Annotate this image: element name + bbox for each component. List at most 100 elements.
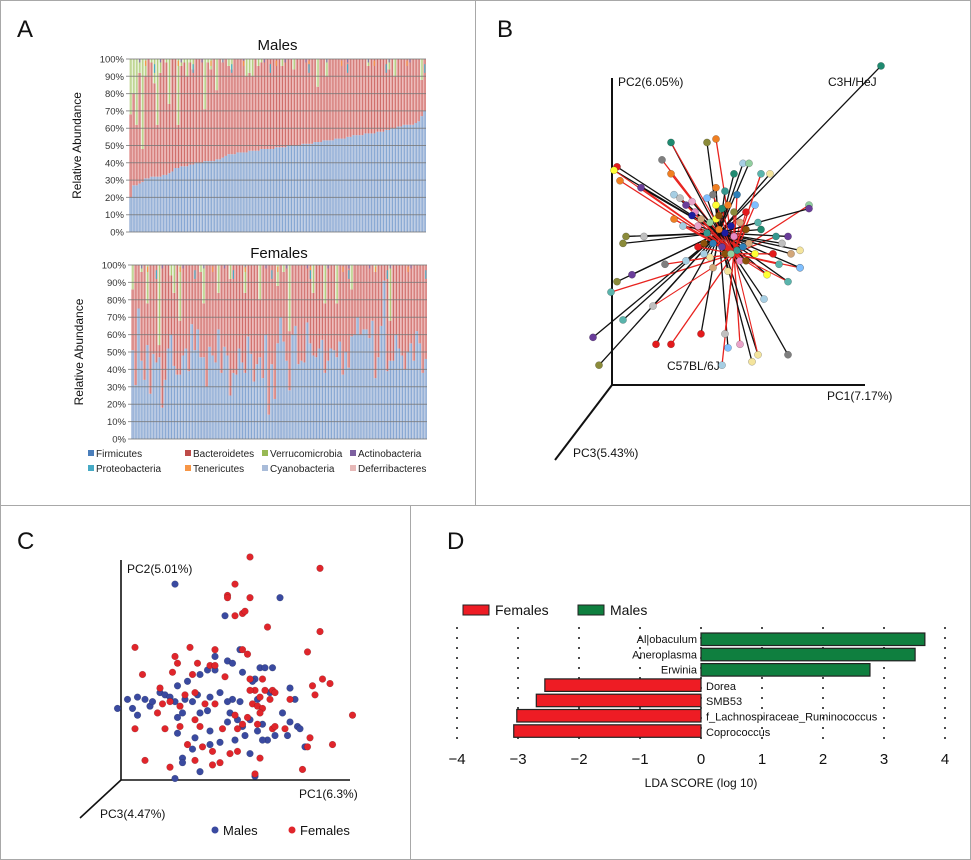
female-point [241,607,249,615]
bar-segment-bacteroidetes [320,265,324,340]
bar-dorea [544,678,702,693]
bar-segment-actinobacteria [368,265,371,269]
y-tick-label: 50% [107,348,127,359]
bar-segment-firmicutes-shade [289,390,291,439]
male-point [196,768,204,776]
female-point [256,693,264,701]
male-point [113,704,122,713]
spoke-line-red [733,211,747,254]
female-point [238,646,247,654]
sample-point [751,249,759,258]
bar-segment-bacteroidetes [302,265,306,363]
bar-segment-bacteroidetes-shade [237,59,239,153]
bar-segment-verrucomicrobia-shade [246,59,248,77]
bar-segment-bacteroidetes-shade [400,59,402,127]
sample-point [787,249,795,258]
male-point [286,684,294,692]
bar-segment-bacteroidetes-shade [356,59,358,136]
bar-segment-firmicutes-shade [268,414,270,439]
bar-segment-verrucomicrobia-shade [207,59,209,63]
bar-segment-firmicutes-shade [222,157,224,232]
bar-segment-bacteroidetes-shade [160,72,162,177]
bar-segment-bacteroidetes-shade [216,90,218,160]
bar-segment-firmicutes [361,329,365,439]
spoke-line-red [733,253,789,283]
bar-segment-bacteroidetes-shade [321,265,323,340]
bar-segment-firmicutes [351,135,355,232]
bar-segment-firmicutes-shade [345,352,347,439]
bar-segment-firmicutes-shade [150,393,152,439]
bar-segment-firmicutes-shade [344,138,346,232]
bar-segment-firmicutes-shade [256,364,258,439]
bar-segment-bacteroidetes-shade [207,62,209,162]
bar-segment-bacteroidetes-shade [225,59,227,156]
spoke-line-red [640,187,735,255]
bar-segment-bacteroidetes-shade [372,265,374,321]
bar-segment-bacteroidetes-shade [172,59,174,172]
male-point [231,736,239,744]
bar-segment-firmicutes [279,317,282,439]
bar-segment-firmicutes [256,150,260,232]
bar-segment-firmicutes-shade [133,185,135,232]
bar-segment-bacteroidetes-shade [252,76,254,151]
bar-segment-bacteroidetes-shade [150,265,152,394]
bar-segment-firmicutes-shade [319,348,320,439]
female-point [208,761,217,769]
bar-segment-firmicutes [228,395,232,439]
bar-segment-bacteroidetes-shade [317,86,319,143]
bar-segment-firmicutes-shade [245,372,246,439]
legend-swatch-tenericutes [185,465,191,471]
bar-segment-bacteroidetes-shade [179,320,181,375]
bar-segment-firmicutes [281,341,285,439]
bar-segment-firmicutes-shade [157,176,159,232]
bar-segment-firmicutes [298,145,302,232]
bar-label: Al|obaculum [637,634,697,646]
bar-segment-firmicutes [347,367,351,439]
bar-segment-bacteroidetes-shade [244,292,246,373]
bar-smb53 [535,693,702,708]
female-point [266,695,274,704]
bar-segment-verrucomicrobia-shade [326,59,328,77]
bar-segment-bacteroidetes-shade [191,265,193,325]
bar-segment-bacteroidetes [376,265,380,358]
bar-segment-verrucomicrobia-shade [183,59,185,63]
bar-segment-tenericutes [277,266,279,272]
bar-segment-firmicutes-shade [332,140,334,232]
bar-segment-firmicutes-shade [234,154,236,232]
bar-segment-firmicutes [229,154,233,232]
bar-segment-firmicutes [277,147,281,232]
bar-segment-firmicutes [320,339,324,439]
bar-segment-firmicutes [414,123,418,232]
sample-point [757,169,765,178]
bar-segment-bacteroidetes-shade [189,62,191,165]
bar-segment-firmicutes [317,348,321,439]
sample-point [715,211,723,220]
bar-segment-bacteroidetes-shade [410,265,412,344]
bar-segment-bacteroidetes [169,275,173,335]
bar-segment-firmicutes-shade [162,407,164,439]
sample-point [778,239,786,248]
bar-segment-bacteroidetes-shade [247,265,249,337]
male-point [191,734,199,742]
sample-point [649,302,657,310]
bar-segment-verrucomicrobia-shade [281,59,283,66]
bar-segment-firmicutes [167,173,171,232]
bar-segment-actinobacteria [346,59,349,63]
bar-segment-firmicutes [216,329,220,439]
panel-c-pcoa-scatter: PC2(5.01%) PC1(6.3%) PC3(4.47%) Males Female… [79,553,358,838]
sample-point [718,361,726,370]
sample-point [730,208,738,216]
bar-segment-bacteroidetes-shade [236,265,238,375]
bar-segment-firmicutes [415,331,419,439]
bar-segment-firmicutes-shade [286,360,288,439]
panel-label-c: C [17,528,35,555]
x-tick-label: 1 [758,751,766,768]
sample-point [709,239,717,248]
bar-segment-bacteroidetes-shade [227,265,229,356]
bar-segment-bacteroidetes [293,265,297,326]
bar-segment-bacteroidetes-shade [369,265,371,339]
bar-segment-firmicutes-shade [293,145,295,232]
sample-point [670,215,678,223]
bar-segment-tenericutes [373,60,375,66]
bar-segment-bacteroidetes-shade [200,271,202,358]
